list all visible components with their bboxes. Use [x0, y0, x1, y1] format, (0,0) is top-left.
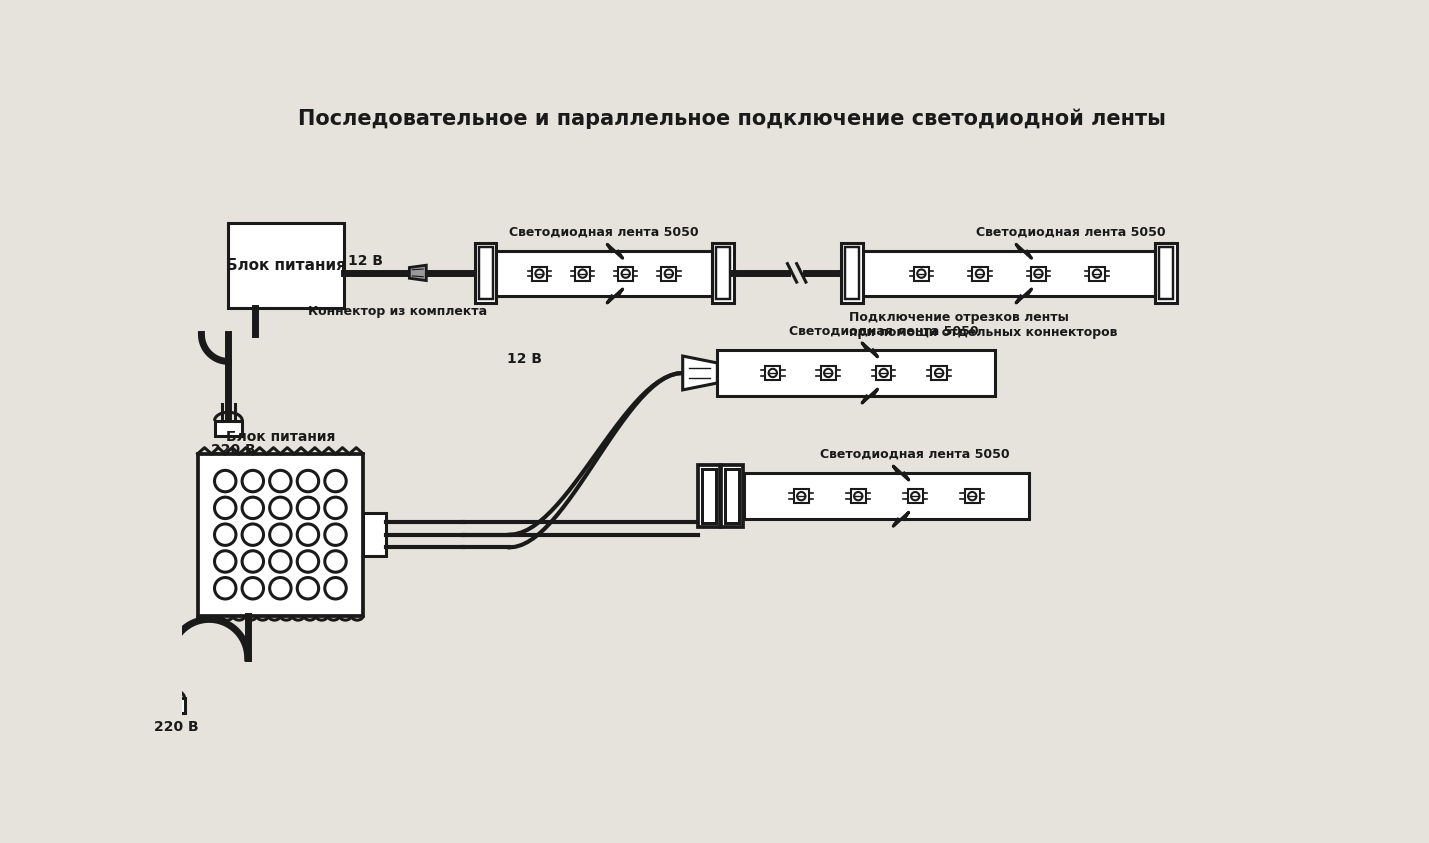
Bar: [532, 266, 547, 281]
Circle shape: [579, 270, 587, 278]
Bar: [972, 266, 987, 281]
Bar: [850, 489, 866, 503]
Circle shape: [214, 470, 236, 491]
Bar: [722, 465, 743, 527]
Bar: [913, 266, 929, 281]
Circle shape: [324, 577, 346, 599]
Circle shape: [917, 270, 926, 278]
Text: Блок питания: Блок питания: [226, 430, 334, 444]
Bar: [932, 366, 947, 380]
Bar: [965, 489, 980, 503]
Circle shape: [297, 470, 319, 491]
Circle shape: [769, 368, 777, 377]
Circle shape: [536, 270, 543, 278]
Bar: [907, 489, 923, 503]
Bar: [863, 251, 1156, 296]
Circle shape: [797, 492, 806, 501]
Bar: [820, 366, 836, 380]
Circle shape: [270, 577, 292, 599]
Circle shape: [324, 470, 346, 491]
Bar: [496, 251, 712, 296]
Text: 12 В: 12 В: [507, 352, 543, 366]
Circle shape: [270, 497, 292, 518]
Bar: [716, 247, 730, 299]
Circle shape: [270, 550, 292, 572]
Bar: [745, 473, 1029, 519]
Text: Блок питания: Блок питания: [226, 258, 346, 272]
Circle shape: [324, 550, 346, 572]
Bar: [574, 266, 590, 281]
Bar: [229, 223, 344, 308]
Polygon shape: [683, 356, 717, 390]
Circle shape: [297, 524, 319, 545]
Bar: [197, 454, 363, 615]
Circle shape: [270, 470, 292, 491]
Bar: [479, 247, 493, 299]
Text: Светодиодная лента 5050: Светодиодная лента 5050: [509, 226, 699, 239]
Circle shape: [214, 577, 236, 599]
Bar: [702, 470, 716, 524]
Circle shape: [297, 497, 319, 518]
Bar: [765, 366, 780, 380]
Circle shape: [935, 368, 943, 377]
Bar: [699, 465, 720, 527]
Bar: [1159, 247, 1173, 299]
Circle shape: [879, 368, 887, 377]
Text: Коннектор из комплекта: Коннектор из комплекта: [309, 305, 487, 318]
Circle shape: [242, 497, 263, 518]
Text: Светодиодная лента 5050: Светодиодная лента 5050: [976, 226, 1166, 239]
Polygon shape: [409, 266, 426, 281]
Circle shape: [270, 524, 292, 545]
Bar: [619, 266, 633, 281]
Circle shape: [297, 577, 319, 599]
Circle shape: [1093, 270, 1102, 278]
Text: Светодиодная лента 5050: Светодиодная лента 5050: [820, 448, 1010, 460]
Circle shape: [242, 524, 263, 545]
Bar: [725, 470, 739, 524]
Bar: [1030, 266, 1046, 281]
Circle shape: [242, 577, 263, 599]
Circle shape: [242, 550, 263, 572]
Text: Светодиодная лента 5050: Светодиодная лента 5050: [789, 324, 979, 337]
Circle shape: [976, 270, 985, 278]
Circle shape: [622, 270, 630, 278]
Circle shape: [214, 550, 236, 572]
Circle shape: [855, 492, 863, 501]
Bar: [717, 350, 995, 396]
Circle shape: [214, 497, 236, 518]
Text: Последовательное и параллельное подключение светодиодной ленты: Последовательное и параллельное подключе…: [299, 109, 1166, 129]
Circle shape: [297, 550, 319, 572]
Bar: [712, 243, 733, 303]
Bar: [1089, 266, 1105, 281]
Circle shape: [825, 368, 832, 377]
Bar: [662, 266, 676, 281]
Circle shape: [1035, 270, 1043, 278]
Circle shape: [967, 492, 976, 501]
Circle shape: [912, 492, 919, 501]
Circle shape: [324, 497, 346, 518]
Bar: [793, 489, 809, 503]
Bar: [214, 421, 243, 436]
Circle shape: [214, 524, 236, 545]
Text: Подключение отрезков ленты
при помощи отдельных коннекторов: Подключение отрезков ленты при помощи от…: [849, 311, 1117, 340]
Circle shape: [242, 470, 263, 491]
Bar: [1156, 243, 1177, 303]
Bar: [363, 513, 386, 556]
Bar: [842, 243, 863, 303]
Text: 12 В: 12 В: [347, 254, 383, 267]
Text: 220 В: 220 В: [211, 443, 256, 457]
Bar: [474, 243, 496, 303]
Text: 220 В: 220 В: [154, 720, 199, 734]
Bar: [845, 247, 859, 299]
Bar: [157, 698, 184, 713]
Circle shape: [664, 270, 673, 278]
Bar: [876, 366, 892, 380]
Circle shape: [324, 524, 346, 545]
